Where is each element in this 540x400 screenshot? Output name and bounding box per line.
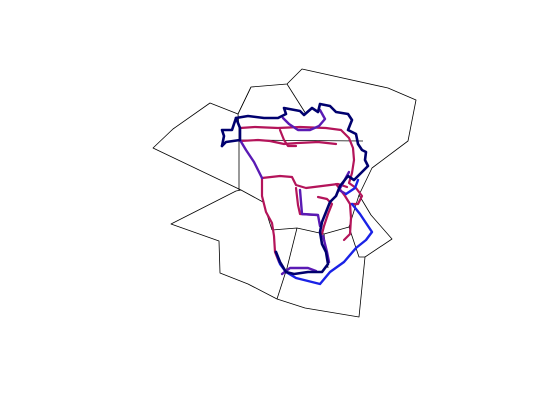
route-group-dark bbox=[220, 102, 370, 276]
region-border bbox=[271, 226, 350, 235]
region-boundaries bbox=[152, 68, 417, 318]
region-border bbox=[240, 189, 273, 231]
route-line bbox=[238, 138, 338, 146]
route-line bbox=[284, 202, 374, 286]
region-border bbox=[286, 83, 307, 115]
route-line bbox=[298, 188, 322, 228]
route-line bbox=[220, 102, 370, 276]
region-border bbox=[276, 227, 298, 300]
route-line bbox=[238, 125, 364, 206]
route-line bbox=[260, 174, 349, 190]
route-line bbox=[278, 128, 298, 148]
region-border bbox=[348, 226, 365, 258]
route-line bbox=[344, 178, 360, 196]
route-group-purple bbox=[238, 108, 351, 276]
route-lines bbox=[220, 102, 374, 286]
outer-boundary bbox=[152, 68, 417, 318]
route-line bbox=[220, 116, 242, 148]
route-line bbox=[238, 138, 264, 180]
route-line bbox=[260, 176, 288, 274]
route-line bbox=[281, 108, 327, 132]
region-border bbox=[237, 86, 252, 129]
route-line bbox=[316, 195, 334, 236]
route-line bbox=[334, 182, 353, 242]
